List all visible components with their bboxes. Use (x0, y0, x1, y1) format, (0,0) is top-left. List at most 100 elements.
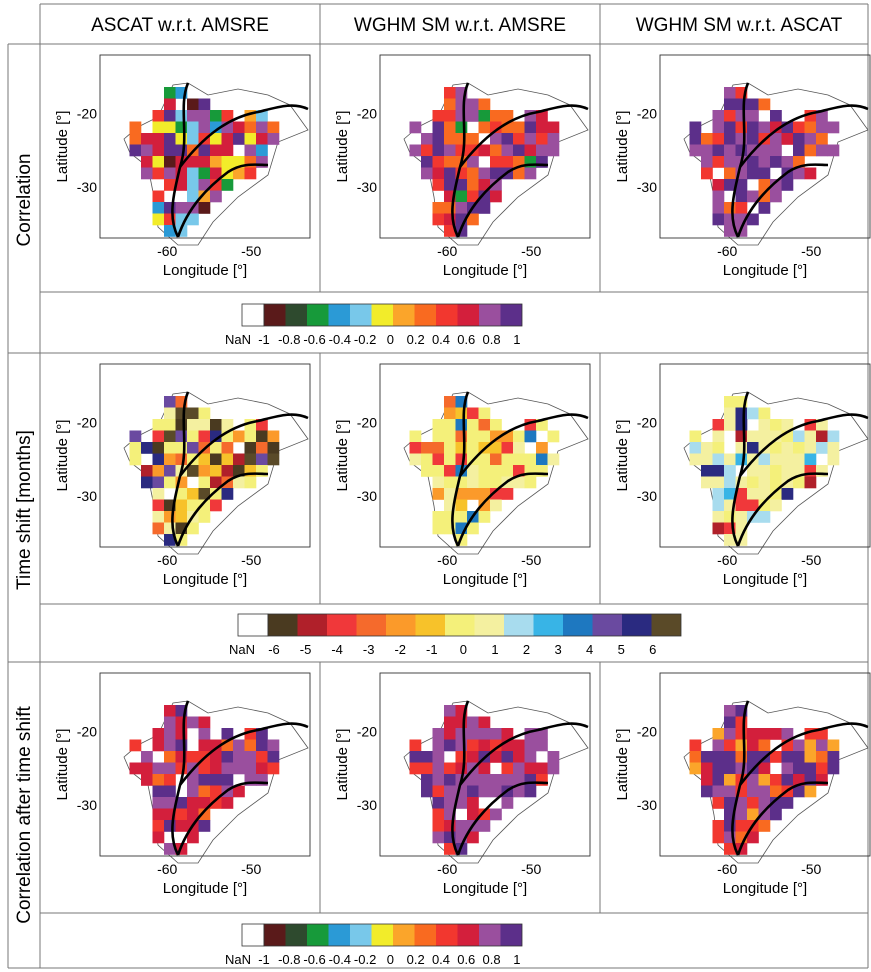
map-cell (467, 522, 479, 535)
map-cell (152, 213, 165, 226)
colorbar-swatch (264, 924, 286, 946)
map-cell (724, 144, 736, 157)
map-cell (793, 739, 805, 752)
map-cell (198, 121, 211, 134)
map-cell (164, 465, 176, 477)
map-cell (724, 156, 736, 168)
map-cell (816, 465, 828, 477)
map-cell (781, 419, 794, 431)
colorbar-tick-label: 4 (586, 642, 593, 657)
map-cell (478, 179, 491, 191)
map-cell (536, 739, 548, 752)
map-cell (455, 110, 468, 122)
map-cell (513, 156, 525, 168)
map-cell (524, 156, 537, 168)
map-cell (244, 419, 257, 431)
map-cell (198, 144, 211, 157)
map-cell (444, 522, 456, 535)
map-cell (129, 739, 142, 752)
map-cell (827, 442, 840, 454)
map-cell (712, 499, 725, 512)
river-parana (738, 104, 869, 168)
map-cell (724, 797, 736, 809)
x-axis-label: Longitude [°] (723, 880, 807, 897)
map-cell (735, 453, 748, 466)
colorbar-nan-swatch (237, 613, 269, 637)
map-cell (513, 167, 525, 180)
map-cell (175, 739, 188, 752)
map-cell (524, 465, 537, 477)
colorbar-swatch (504, 614, 534, 636)
map-cell (689, 453, 702, 466)
map-cell (467, 774, 479, 786)
map-cell (747, 98, 759, 111)
map-cell (444, 202, 456, 214)
map-cell (724, 110, 736, 122)
x-axis-label: Longitude [°] (723, 571, 807, 588)
map-cell (198, 453, 211, 466)
x-tick-label: -60 (717, 552, 737, 568)
map-cell (490, 430, 502, 443)
map-cell (164, 156, 176, 168)
map-cell (478, 419, 491, 431)
map-cell (804, 430, 817, 443)
map-cell (152, 739, 165, 752)
map-cell (478, 465, 491, 477)
column-header-2: WGHM SM w.r.t. AMSRE (354, 15, 566, 36)
map-cell (490, 465, 502, 477)
map-cell (164, 511, 176, 523)
map-cell (478, 190, 491, 203)
x-axis-label: Longitude [°] (443, 262, 527, 279)
map-cell (501, 121, 514, 134)
map-cell (735, 407, 748, 420)
map-cell (164, 797, 176, 809)
map-cell (210, 179, 222, 191)
map-cell (478, 820, 491, 832)
map-cell (758, 407, 771, 420)
map-cell (770, 751, 782, 763)
map-cell (421, 774, 433, 786)
colorbar-swatch (457, 304, 479, 326)
colorbar-correlation-1: NaN -1 -0.8 -0.6 -0.4 -0.2 0 0.2 0.4 0.6 0.8 1 (225, 303, 523, 347)
map-cell (816, 751, 828, 763)
map-axes (379, 363, 591, 548)
y-axis-label: Latitude [°] (334, 420, 351, 492)
y-axis-label: Latitude [°] (334, 729, 351, 801)
map-cell (455, 499, 468, 512)
map-cell (781, 797, 794, 809)
map-cell (256, 442, 268, 454)
map-cell (735, 522, 748, 535)
map-cell (198, 430, 211, 443)
map-cell (712, 110, 725, 122)
map-cell (444, 843, 456, 855)
y-tick-label: -30 (637, 488, 657, 504)
map-cell (164, 534, 176, 546)
map-cell (233, 785, 245, 798)
map-cell (758, 167, 771, 180)
map-cell (175, 499, 188, 512)
map-cell (444, 167, 456, 180)
map-cell (724, 87, 736, 99)
river-uruguay (456, 163, 549, 238)
map-cell (455, 476, 468, 489)
map-cell (187, 156, 199, 168)
river-uruguay (176, 163, 269, 238)
map-cell (256, 121, 268, 134)
map-cell (152, 167, 165, 180)
map-cell (793, 751, 805, 763)
y-axis-label: Latitude [°] (54, 111, 71, 183)
map-cell (478, 808, 491, 821)
map-cell (164, 785, 176, 798)
map-cell (198, 98, 211, 111)
map-cell (467, 419, 479, 431)
map-cell (467, 98, 479, 111)
map-cell (513, 739, 525, 752)
map-cell (455, 751, 468, 763)
map-cell (141, 167, 153, 180)
y-tick-label: -30 (77, 488, 97, 504)
map-cell (444, 156, 456, 168)
map-cell (233, 751, 245, 763)
river-uruguay (736, 781, 829, 856)
map-cell (256, 156, 268, 168)
map-cell (175, 179, 188, 191)
